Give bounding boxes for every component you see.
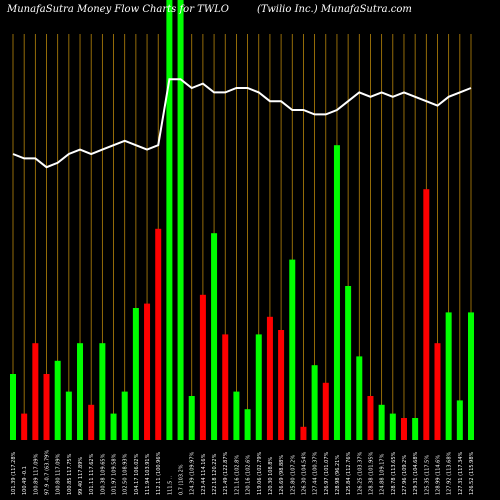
x-tick-label: 0.7 (103.2% — [179, 464, 185, 495]
money-flow-bar — [266, 316, 273, 440]
money-flow-bar — [43, 374, 50, 440]
money-flow-bar — [378, 404, 385, 440]
x-tick-label: 100.80 117.09% — [56, 453, 62, 495]
x-tick-label: 102.50 108.93% — [123, 453, 129, 495]
x-tick-label: 121.49 (122.87% — [223, 451, 229, 495]
money-flow-bar — [132, 308, 139, 440]
money-flow-bar — [289, 259, 296, 440]
money-flow-bar — [10, 374, 16, 440]
x-tick-label: 129.31 (104.68% — [413, 451, 419, 495]
x-tick-label: 119.06 (102.79% — [257, 451, 263, 495]
x-tick-label: 99.40 117.89% — [78, 457, 84, 495]
x-tick-label: 100.85 117.75% — [67, 453, 73, 495]
money-flow-bar — [144, 303, 151, 440]
money-flow-bar — [423, 189, 430, 440]
x-tick-label: 120.30 108.8% — [268, 457, 274, 495]
x-tick-label: 126.25 (103.37% — [357, 451, 363, 495]
money-flow-bar — [88, 404, 95, 440]
money-flow-bar — [456, 400, 463, 440]
x-tick-label: 127.96 (109.2% — [402, 455, 408, 495]
money-flow-bar — [222, 334, 229, 440]
money-flow-bar — [121, 391, 128, 440]
x-tick-label: 128.78 (113.65% — [391, 451, 397, 495]
money-flow-bar — [166, 0, 173, 440]
money-flow-bar — [400, 418, 407, 440]
money-flow-bar — [367, 396, 374, 440]
x-tick-labels: 101.39 (117.28% 100.49 -0.1 100.89 117.09%… — [11, 450, 475, 495]
x-tick-label: 112.11 (100.96% — [156, 451, 162, 495]
x-tick-label: 101.39 (117.28% — [11, 451, 17, 495]
money-flow-bar — [445, 312, 452, 440]
x-tick-label: 127.31 (117.34% — [458, 451, 464, 495]
x-tick-label: 125.35 (117.5% — [424, 455, 430, 495]
x-tick-label: 120.16 (102.6% — [246, 455, 252, 495]
x-tick-label: 123.44 114.16% — [201, 453, 207, 495]
money-flow-bar — [389, 413, 396, 440]
x-tick-label: 111.94 103.91% — [145, 453, 151, 495]
x-tick-label: 126.52 (115.98% — [469, 451, 475, 495]
x-tick-label: 126.69 (98.88% — [279, 455, 285, 495]
money-flow-bar — [110, 413, 117, 440]
x-tick-label: 100.89 117.09% — [33, 453, 39, 495]
x-tick-label: 121.16 (102.8% — [234, 455, 240, 495]
money-flow-bar — [300, 426, 307, 440]
x-tick-label: 126.97 (101.07% — [324, 451, 330, 495]
x-tick-label: 111.5 .. — [167, 476, 173, 495]
money-flow-bar — [177, 0, 184, 440]
money-flow-bar — [211, 233, 218, 440]
money-flow-bar — [65, 391, 72, 440]
money-flow-bars — [10, 0, 474, 440]
x-tick-label: 128.38 (101.95% — [368, 451, 374, 495]
x-tick-label: 128.99 (114.6% — [435, 455, 441, 495]
money-flow-bar — [99, 343, 106, 440]
money-flow-bar — [233, 391, 240, 440]
x-tick-label: 126.30 (104.54% — [301, 451, 307, 495]
x-tick-label: 97.9 -0.7 (63.79% — [45, 450, 51, 495]
money-flow-bar — [155, 228, 162, 440]
money-flow-bar — [333, 145, 340, 440]
x-tick-label: 100.38 109.65% — [100, 453, 106, 495]
money-flow-bar — [199, 294, 206, 440]
chart-title: MunafaSutra Money Flow Charts for TWLO — [6, 4, 229, 15]
x-tick-label: 104.17 106.02% — [134, 453, 140, 495]
x-tick-label: 125.84 (112.76% — [346, 451, 352, 495]
x-tick-label: 128.98 (96.21% — [335, 455, 341, 495]
money-flow-bar — [468, 312, 474, 440]
price-line — [12, 78, 472, 169]
x-tick-label: 122.18 120.22% — [212, 453, 218, 495]
x-tick-label: 100.49 -0.1 — [22, 466, 28, 495]
x-tick-label: 127.92 (113.68% — [447, 451, 453, 495]
money-flow-bar — [244, 409, 251, 440]
x-tick-label: 127.44 (100.37% — [313, 451, 319, 495]
chart-subtitle: (Twilio Inc.) MunafaSutra.com — [257, 4, 412, 15]
money-flow-bar — [412, 418, 419, 440]
money-flow-bar — [434, 343, 441, 440]
money-flow-bar — [77, 343, 84, 440]
money-flow-bar — [32, 343, 39, 440]
x-tick-label: 124.88 109.17% — [380, 453, 386, 495]
x-tick-label: 101.11 117.62% — [89, 453, 95, 495]
money-flow-bar — [54, 360, 61, 440]
money-flow-bar — [188, 396, 195, 440]
money-flow-bar — [322, 382, 329, 440]
money-flow-bar — [311, 365, 318, 440]
money-flow-bar — [356, 356, 363, 440]
money-flow-bar — [345, 286, 352, 440]
money-flow-bar — [278, 330, 285, 440]
x-tick-label: 125.80 (107.2% — [290, 455, 296, 495]
money-flow-bar — [255, 334, 262, 440]
money-flow-bar — [21, 413, 28, 440]
x-tick-label: 101.97 109.58% — [112, 453, 118, 495]
x-tick-label: 124.39 (109.97% — [190, 451, 196, 495]
